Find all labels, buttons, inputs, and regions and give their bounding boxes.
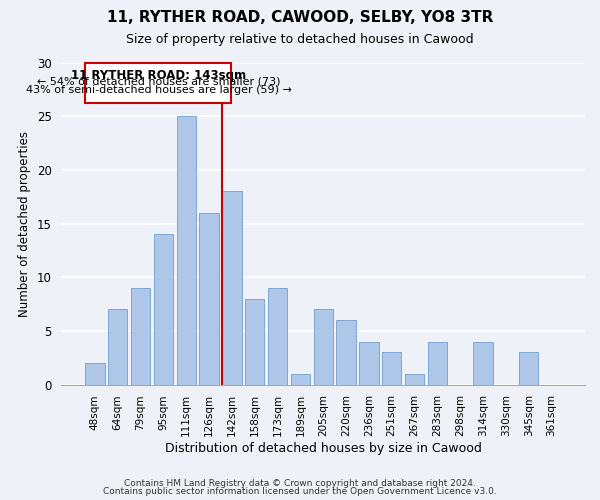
Bar: [337, 320, 356, 384]
Bar: [108, 310, 127, 384]
Bar: [290, 374, 310, 384]
Text: Size of property relative to detached houses in Cawood: Size of property relative to detached ho…: [126, 32, 474, 46]
Text: 43% of semi-detached houses are larger (59) →: 43% of semi-detached houses are larger (…: [26, 85, 292, 95]
Bar: [199, 213, 219, 384]
Bar: [222, 192, 242, 384]
Bar: [359, 342, 379, 384]
Bar: [245, 298, 265, 384]
FancyBboxPatch shape: [85, 62, 231, 104]
Bar: [85, 363, 104, 384]
Y-axis label: Number of detached properties: Number of detached properties: [18, 130, 31, 316]
Text: Contains public sector information licensed under the Open Government Licence v3: Contains public sector information licen…: [103, 487, 497, 496]
Bar: [154, 234, 173, 384]
Bar: [314, 310, 333, 384]
Bar: [176, 116, 196, 384]
Text: Contains HM Land Registry data © Crown copyright and database right 2024.: Contains HM Land Registry data © Crown c…: [124, 478, 476, 488]
Text: 11 RYTHER ROAD: 143sqm: 11 RYTHER ROAD: 143sqm: [71, 69, 247, 82]
Bar: [519, 352, 538, 384]
Bar: [428, 342, 447, 384]
Bar: [473, 342, 493, 384]
Bar: [382, 352, 401, 384]
Text: ← 54% of detached houses are smaller (73): ← 54% of detached houses are smaller (73…: [37, 76, 281, 86]
Bar: [268, 288, 287, 384]
Bar: [405, 374, 424, 384]
Bar: [131, 288, 150, 384]
X-axis label: Distribution of detached houses by size in Cawood: Distribution of detached houses by size …: [165, 442, 482, 455]
Text: 11, RYTHER ROAD, CAWOOD, SELBY, YO8 3TR: 11, RYTHER ROAD, CAWOOD, SELBY, YO8 3TR: [107, 10, 493, 25]
